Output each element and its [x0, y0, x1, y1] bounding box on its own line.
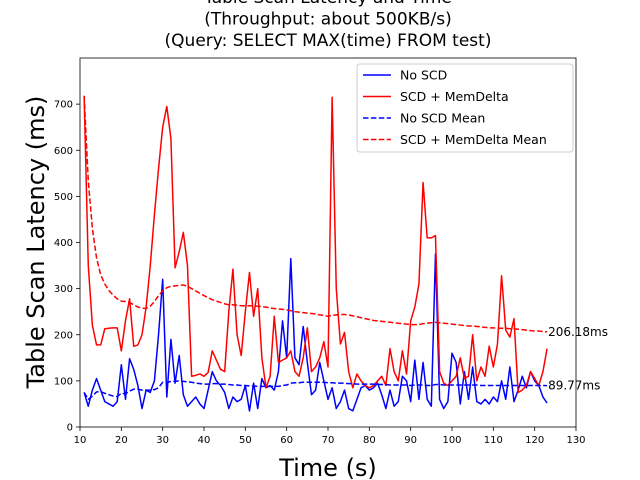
chart-title: Table Scan Latency and Time (Throughput: … — [165, 0, 492, 51]
x-tick-label: 70 — [322, 435, 335, 446]
title-line: Table Scan Latency and Time — [203, 0, 452, 8]
legend-box — [356, 63, 574, 153]
title-line: (Throughput: about 500KB/s) — [204, 10, 451, 30]
y-tick-label: 600 — [54, 146, 73, 157]
x-tick-label: 100 — [442, 435, 461, 446]
y-axis-label: Table Scan Latency (ms) — [22, 96, 50, 390]
x-tick-label: 50 — [239, 435, 252, 446]
series-line — [83, 253, 548, 412]
series-line — [83, 95, 548, 394]
legend-label: SCD + MemDelta Mean — [400, 132, 547, 147]
y-tick-label: 100 — [54, 376, 73, 387]
y-tick-label: 300 — [54, 284, 73, 295]
series-line — [83, 380, 548, 401]
legend-label: SCD + MemDelta — [400, 89, 509, 104]
y-tick-label: 500 — [54, 192, 73, 203]
x-tick-label: 80 — [363, 435, 376, 446]
legend-label: No SCD Mean — [400, 111, 485, 126]
end-label: 206.18ms — [548, 325, 608, 339]
x-tick-label: 10 — [74, 435, 87, 446]
x-tick-label: 40 — [198, 435, 211, 446]
series-line — [83, 95, 548, 333]
end-label: 89.77ms — [548, 379, 600, 393]
y-tick-label: 0 — [67, 423, 73, 434]
x-tick-label: 20 — [115, 435, 128, 446]
x-tick-label: 60 — [280, 435, 293, 446]
title-line: (Query: SELECT MAX(time) FROM test) — [165, 31, 492, 51]
plot-frame — [79, 57, 577, 428]
y-tick-label: 200 — [54, 330, 73, 341]
legend-label: No SCD — [400, 68, 447, 83]
y-tick-label: 700 — [54, 100, 73, 111]
x-tick-label: 110 — [484, 435, 503, 446]
y-tick-label: 400 — [54, 238, 73, 249]
x-axis-label: Time (s) — [278, 454, 377, 480]
legend: No SCD SCD + MemDelta No SCD Mean SCD + Mem… — [356, 63, 574, 153]
x-tick-label: 30 — [156, 435, 169, 446]
x-tick-label: 130 — [566, 435, 585, 446]
x-tick-label: 90 — [404, 435, 417, 446]
x-tick-label: 120 — [525, 435, 544, 446]
